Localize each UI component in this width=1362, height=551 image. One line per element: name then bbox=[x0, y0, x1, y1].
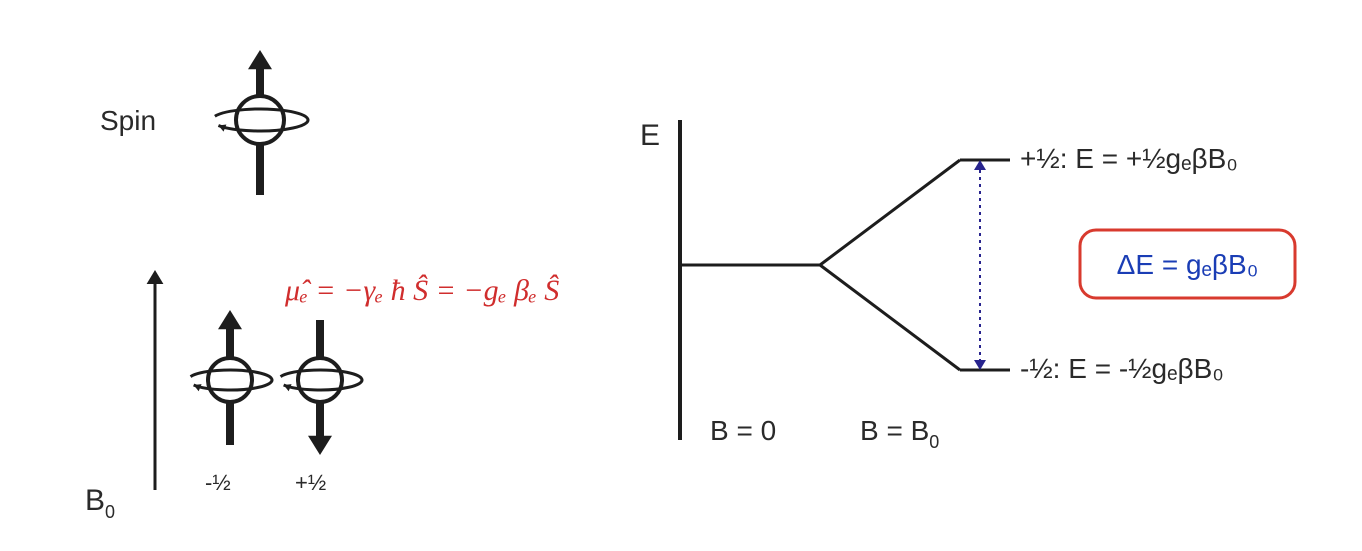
b-equals-b0-label: B = B0 bbox=[860, 415, 939, 452]
electron-spin-up-top bbox=[215, 50, 308, 195]
electron-spin-down-bottom-right bbox=[281, 320, 362, 455]
delta-e-box: ΔE = gₑβB₀ bbox=[1080, 230, 1295, 298]
spin-label: Spin bbox=[100, 105, 156, 136]
energy-axis-label: E bbox=[640, 119, 660, 152]
b0-arrow bbox=[147, 270, 164, 490]
ms-minus-half-label: -½ bbox=[205, 470, 231, 495]
ms-plus-half-label: +½ bbox=[295, 470, 326, 495]
split-line-lower bbox=[820, 265, 960, 370]
electron-spin-up-bottom-left bbox=[191, 310, 272, 445]
lower-level-label: -½: E = -½gₑβB₀ bbox=[1020, 353, 1224, 384]
split-line-upper bbox=[820, 160, 960, 265]
zeeman-splitting-diagram: Spin B0 -½ +½ μ̂ₑ = −γₑ ħ Ŝ = −gₑ βₑ Ŝ E… bbox=[0, 0, 1362, 551]
b-equals-zero-label: B = 0 bbox=[710, 415, 776, 446]
delta-e-equation: ΔE = gₑβB₀ bbox=[1117, 249, 1259, 280]
upper-level-label: +½: E = +½gₑβB₀ bbox=[1020, 143, 1238, 174]
b0-label: B0 bbox=[85, 484, 115, 522]
magnetic-moment-equation: μ̂ₑ = −γₑ ħ Ŝ = −gₑ βₑ Ŝ bbox=[284, 274, 559, 307]
transition-arrow bbox=[974, 160, 986, 370]
